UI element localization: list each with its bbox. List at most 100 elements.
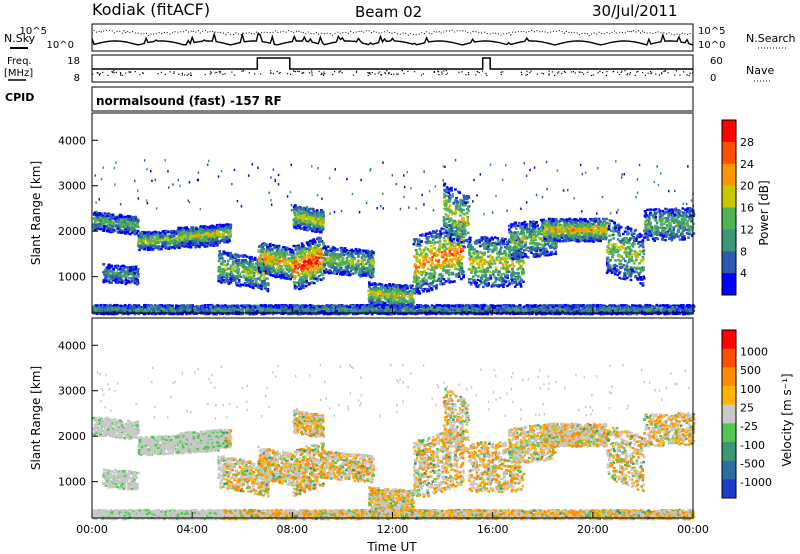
echo-cell (311, 242, 315, 245)
echo-cell (146, 248, 150, 251)
echo-cell (212, 234, 216, 238)
echo-cell (388, 296, 392, 299)
echo-cell (415, 285, 418, 288)
echo-cell (227, 272, 230, 276)
echo-cell (368, 270, 372, 273)
echo-cell (362, 273, 365, 276)
nave-dot (374, 73, 376, 75)
echo-cell (274, 263, 277, 266)
echo-cell (113, 272, 116, 275)
echo-cell (421, 262, 424, 266)
echo-cell (437, 265, 441, 268)
nave-dot (661, 73, 663, 75)
echo-cell (302, 254, 306, 258)
nave-dot (574, 72, 576, 74)
echo-cell (299, 260, 303, 263)
echo-cell (392, 286, 395, 289)
nave-dot (446, 72, 448, 74)
nave-dot (526, 74, 528, 76)
echo-cell (454, 267, 457, 270)
echo-cell (228, 267, 232, 270)
echo-cell (372, 295, 375, 299)
echo-cell (245, 284, 249, 287)
echo-cell (173, 233, 176, 236)
cpid-frame (91, 86, 694, 112)
echo-cell (161, 245, 164, 248)
echo-cell (341, 257, 345, 260)
echo-cell (391, 291, 395, 294)
echo-cell (114, 278, 118, 281)
echo-cell (222, 274, 226, 277)
echo-cell (277, 256, 280, 260)
echo-cell (415, 238, 418, 241)
echo-cell (299, 277, 302, 281)
echo-cell (312, 277, 315, 280)
echo-cell (264, 284, 267, 287)
echo-cell (318, 227, 321, 230)
echo-cell (376, 287, 380, 290)
nave-dot (655, 73, 657, 75)
echo-cell (108, 268, 111, 271)
echo-cell (348, 250, 351, 253)
echo-cell (320, 209, 323, 212)
echo-cell (324, 248, 328, 251)
echo-cell (413, 264, 416, 268)
echo-cell (309, 277, 313, 280)
echo-cell (137, 242, 140, 245)
echo-cell (391, 283, 395, 286)
echo-cell (269, 242, 272, 246)
echo-cell (409, 284, 412, 288)
echo-cell (277, 275, 281, 278)
echo-cell (221, 225, 225, 228)
echo-cell (314, 218, 317, 221)
echo-cell (164, 242, 167, 246)
echo-cell (461, 270, 465, 273)
echo-cell (377, 299, 381, 303)
nave-dot (572, 71, 575, 73)
echo-cell (92, 223, 95, 226)
echo-cell (286, 274, 290, 277)
echo-cell (305, 277, 308, 280)
nave-dot (218, 70, 220, 72)
echo-cell (441, 246, 445, 249)
echo-cell (222, 269, 226, 272)
echo-cell (417, 292, 420, 295)
echo-cell (412, 300, 415, 304)
echo-cell (278, 261, 281, 264)
nave-dot (334, 71, 336, 73)
echo-cell (315, 228, 319, 231)
echo-cell (146, 246, 150, 249)
nave-dot (181, 74, 183, 76)
echo-cell (214, 243, 217, 246)
echo-cell (206, 226, 210, 229)
echo-cell (232, 261, 235, 264)
echo-cell (217, 233, 220, 236)
echo-cell (105, 276, 108, 279)
nave-dot (367, 74, 369, 77)
echo-cell (278, 255, 282, 258)
echo-cell (299, 285, 303, 288)
echo-cell (307, 262, 311, 265)
echo-cell (354, 269, 357, 273)
echo-cell (109, 214, 113, 218)
echo-cell (271, 260, 274, 263)
echo-cell (186, 245, 190, 248)
echo-cell (290, 272, 293, 276)
echo-cell (307, 225, 311, 228)
echo-cell (189, 245, 193, 249)
echo-cell (117, 274, 121, 278)
echo-cell (450, 243, 453, 246)
echo-cell (290, 274, 294, 278)
echo-cell (431, 281, 434, 284)
echo-cell (111, 222, 114, 226)
nave-dot (475, 74, 477, 76)
echo-cell (292, 256, 296, 259)
echo-cell (218, 267, 222, 270)
echo-cell (343, 269, 346, 272)
echo-cell (444, 234, 447, 238)
echo-cell (272, 256, 275, 259)
echo-cell (436, 254, 440, 257)
echo-cell (183, 239, 186, 242)
echo-cell (302, 286, 305, 290)
echo-cell (289, 265, 292, 269)
